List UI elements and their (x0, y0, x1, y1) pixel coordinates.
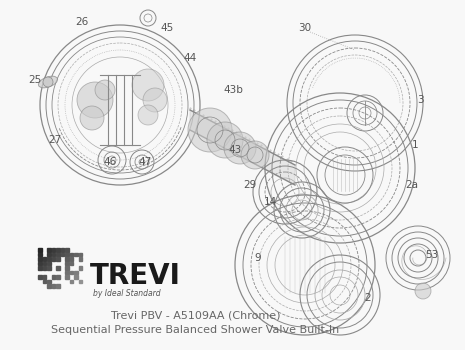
Bar (79, 257, 82, 261)
Circle shape (132, 69, 164, 101)
Text: 46: 46 (103, 157, 117, 167)
Text: 45: 45 (160, 23, 173, 33)
Bar (65, 248, 69, 252)
Bar (52, 284, 55, 288)
Text: 1: 1 (412, 140, 418, 150)
Circle shape (95, 80, 115, 100)
Bar (65, 261, 69, 265)
Text: 3: 3 (417, 95, 423, 105)
Bar (56, 284, 60, 288)
Text: 43: 43 (228, 145, 242, 155)
Text: 27: 27 (48, 135, 62, 145)
Bar (47, 280, 51, 283)
Bar (74, 275, 78, 279)
Bar (47, 257, 51, 261)
Polygon shape (190, 110, 295, 185)
Circle shape (143, 88, 167, 112)
Bar (42, 275, 46, 279)
Text: 53: 53 (425, 250, 438, 260)
Text: 30: 30 (299, 23, 312, 33)
Bar (47, 284, 51, 288)
Bar (56, 275, 60, 279)
Bar (65, 275, 69, 279)
Text: 43b: 43b (223, 85, 243, 95)
Text: 47: 47 (139, 157, 152, 167)
Text: 29: 29 (243, 180, 257, 190)
Bar (52, 252, 55, 256)
Text: 14: 14 (263, 197, 277, 207)
Bar (69, 271, 73, 274)
Bar (69, 280, 73, 283)
Circle shape (80, 106, 104, 130)
Bar (42, 280, 46, 283)
Text: 2: 2 (365, 293, 372, 303)
Circle shape (241, 141, 269, 169)
Bar (79, 252, 82, 256)
Bar (52, 248, 55, 252)
Bar (56, 266, 60, 270)
Bar (42, 261, 46, 265)
Bar (79, 280, 82, 283)
Circle shape (415, 283, 431, 299)
Bar (56, 257, 60, 261)
Circle shape (188, 108, 232, 152)
Text: 9: 9 (255, 253, 261, 263)
Text: Trevi PBV - A5109AA (Chrome): Trevi PBV - A5109AA (Chrome) (111, 310, 280, 320)
Text: 25: 25 (28, 75, 42, 85)
Bar (65, 257, 69, 261)
Text: 44: 44 (183, 53, 197, 63)
Bar (74, 252, 78, 256)
Bar (65, 266, 69, 270)
Bar (38, 266, 42, 270)
Bar (38, 252, 42, 256)
Bar (56, 248, 60, 252)
Text: 2a: 2a (405, 180, 419, 190)
Bar (60, 248, 64, 252)
Bar (47, 266, 51, 270)
Bar (38, 257, 42, 261)
Circle shape (77, 82, 113, 118)
Circle shape (224, 132, 256, 164)
Bar (79, 266, 82, 270)
Circle shape (207, 122, 243, 158)
Text: TREVI: TREVI (90, 262, 181, 290)
Bar (65, 271, 69, 274)
Circle shape (138, 105, 158, 125)
Bar (56, 252, 60, 256)
Bar (60, 252, 64, 256)
Bar (74, 271, 78, 274)
Bar (69, 252, 73, 256)
Bar (69, 261, 73, 265)
Text: by Ideal Standard: by Ideal Standard (93, 289, 160, 299)
Bar (69, 257, 73, 261)
Bar (65, 252, 69, 256)
Ellipse shape (39, 76, 58, 88)
Bar (52, 275, 55, 279)
Bar (47, 248, 51, 252)
Bar (47, 261, 51, 265)
Text: Sequential Pressure Balanced Shower Valve Built-In: Sequential Pressure Balanced Shower Valv… (51, 325, 339, 335)
Bar (42, 257, 46, 261)
Circle shape (43, 77, 53, 87)
Bar (47, 252, 51, 256)
Bar (38, 261, 42, 265)
Bar (38, 275, 42, 279)
Bar (42, 266, 46, 270)
Bar (52, 257, 55, 261)
Bar (38, 248, 42, 252)
Text: 26: 26 (75, 17, 89, 27)
